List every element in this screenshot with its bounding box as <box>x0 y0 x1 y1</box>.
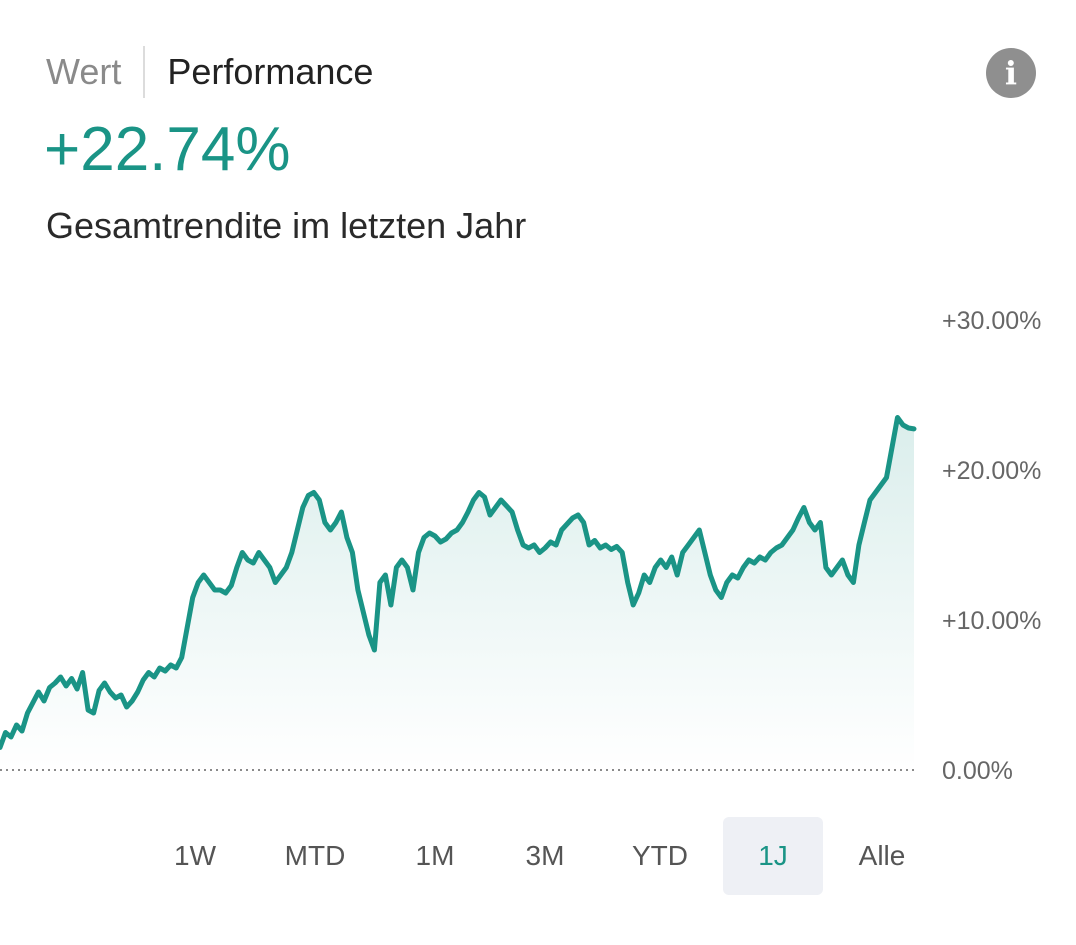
tab-performance[interactable]: Performance <box>167 51 374 92</box>
view-tabs: Wert Performance <box>46 44 373 100</box>
series-line <box>0 415 917 750</box>
range-ytd-button[interactable]: YTD <box>632 840 688 871</box>
range-selector: 1W MTD 1M 3M YTD 1J Alle <box>140 817 940 895</box>
range-1j-button[interactable]: 1J <box>723 817 823 895</box>
tab-wert[interactable]: Wert <box>46 51 122 92</box>
range-mtd-button[interactable]: MTD <box>284 840 346 871</box>
performance-subtitle: Gesamtrendite im letzten Jahr <box>46 205 527 246</box>
range-1m-button[interactable]: 1M <box>415 840 455 871</box>
range-alle-button[interactable]: Alle <box>858 840 906 871</box>
tab-divider <box>143 46 146 98</box>
series-area <box>0 417 914 770</box>
performance-chart[interactable]: +30.00% +20.00% +10.00% 0.00% <box>0 290 1076 795</box>
y-tick-label: +20.00% <box>942 457 1041 485</box>
range-3m-button[interactable]: 3M <box>525 840 565 871</box>
y-tick-label: +30.00% <box>942 307 1041 335</box>
info-icon[interactable]: i <box>986 48 1036 98</box>
performance-value: +22.74% <box>44 115 291 184</box>
range-1w-button[interactable]: 1W <box>174 840 216 871</box>
y-tick-label: 0.00% <box>942 757 1013 785</box>
y-tick-label: +10.00% <box>942 607 1041 635</box>
